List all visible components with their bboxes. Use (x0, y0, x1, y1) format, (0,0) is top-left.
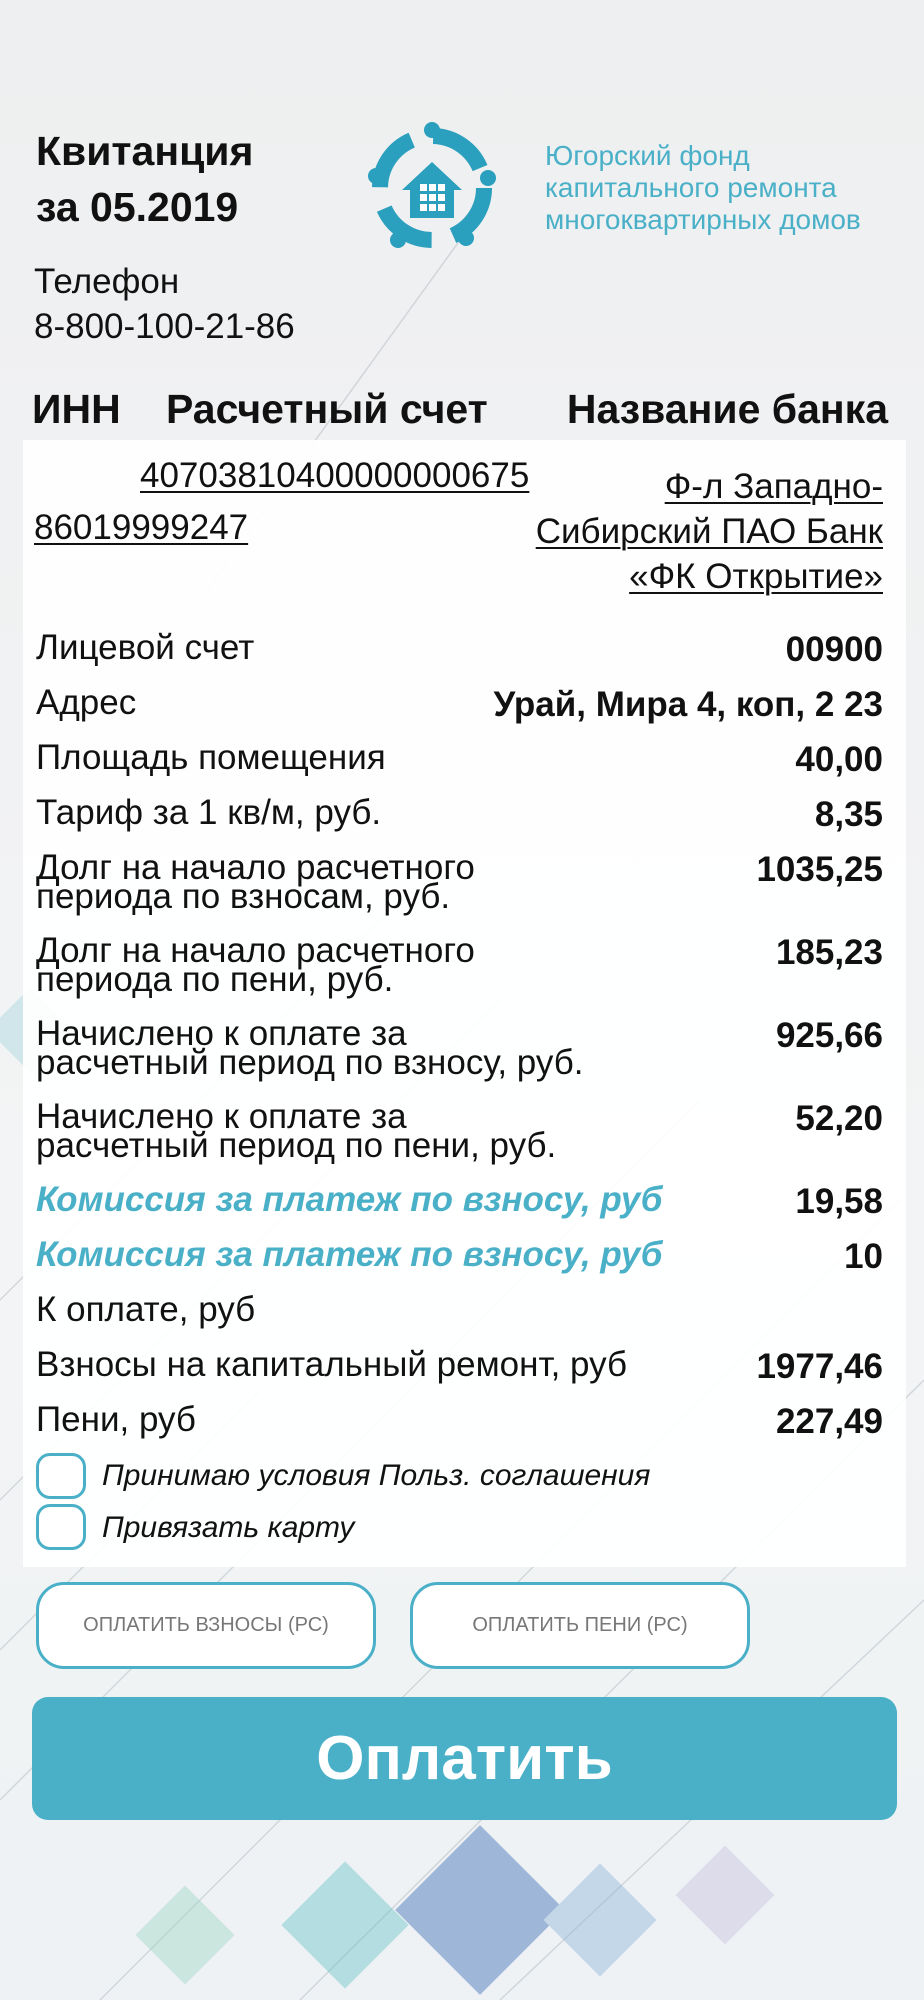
pay-penalty-button[interactable]: ОПЛАТИТЬ ПЕНИ (РС) (410, 1582, 750, 1669)
logo (368, 122, 496, 248)
column-header: Название банка (566, 386, 888, 432)
row-label: К оплате, руб (36, 1290, 256, 1329)
phone-number: 8-800-100-21-86 (34, 307, 295, 346)
row-value: 10 (844, 1237, 883, 1276)
row-value: 8,35 (814, 795, 883, 834)
bank-name: Сибирский ПАО Банк (535, 512, 883, 551)
org-name: капитального ремонта (545, 172, 837, 203)
details-panel (23, 440, 906, 1567)
row-value: 227,49 (775, 1402, 883, 1441)
receipt-title: Квитанция (36, 128, 254, 174)
row-label: периода по пени, руб. (36, 960, 394, 999)
row-label: расчетный период по взносу, руб. (36, 1043, 584, 1082)
row-label: периода по взносам, руб. (36, 877, 451, 916)
row-label: Комиссия за платеж по взносу, руб (36, 1235, 663, 1274)
checkbox[interactable] (36, 1504, 86, 1550)
bank-name: «ФК Открытие» (629, 557, 883, 596)
row-label: Долг на начало расчетного (36, 848, 475, 887)
receipt-period: за 05.2019 (36, 184, 239, 230)
checkbox-label[interactable]: Привязать карту (102, 1511, 355, 1544)
row-value: 925,66 (775, 1016, 883, 1055)
row-value: Урай, Мира 4, коп, 2 23 (493, 685, 883, 724)
row-label: Комиссия за платеж по взносу, руб (36, 1180, 663, 1219)
row-label: Лицевой счет (36, 628, 255, 667)
row-value: 00900 (785, 630, 883, 669)
pay-contributions-button[interactable]: ОПЛАТИТЬ ВЗНОСЫ (РС) (36, 1582, 376, 1669)
row-label: Адрес (36, 683, 137, 722)
row-label: расчетный период по пени, руб. (36, 1126, 557, 1165)
account-number: 40703810400000000675 (140, 456, 530, 495)
checkbox[interactable] (36, 1453, 86, 1499)
row-label: Начислено к оплате за (36, 1097, 407, 1136)
org-name: многоквартирных домов (545, 204, 861, 235)
phone-label: Телефон (34, 262, 180, 301)
bank-name: Ф-л Западно- (664, 467, 883, 506)
pay-button[interactable]: Оплатить (32, 1697, 897, 1820)
row-value: 1977,46 (756, 1347, 883, 1386)
row-label: Площадь помещения (36, 738, 386, 777)
row-label: Тариф за 1 кв/м, руб. (36, 793, 382, 832)
row-label: Начислено к оплате за (36, 1014, 407, 1053)
row-label: Пени, руб (36, 1400, 196, 1439)
row-value: 1035,25 (756, 850, 883, 889)
row-label: Взносы на капитальный ремонт, руб (36, 1345, 628, 1384)
row-value: 40,00 (795, 740, 883, 779)
column-header: ИНН (32, 386, 121, 432)
checkbox-label[interactable]: Принимаю условия Польз. соглашения (102, 1459, 651, 1492)
row-value: 19,58 (795, 1182, 883, 1221)
row-value: 52,20 (795, 1099, 883, 1138)
org-name: Югорский фонд (545, 140, 750, 171)
row-label: Долг на начало расчетного (36, 931, 475, 970)
column-header: Расчетный счет (166, 386, 488, 432)
inn: 86019999247 (34, 508, 249, 547)
row-value: 185,23 (775, 933, 883, 972)
